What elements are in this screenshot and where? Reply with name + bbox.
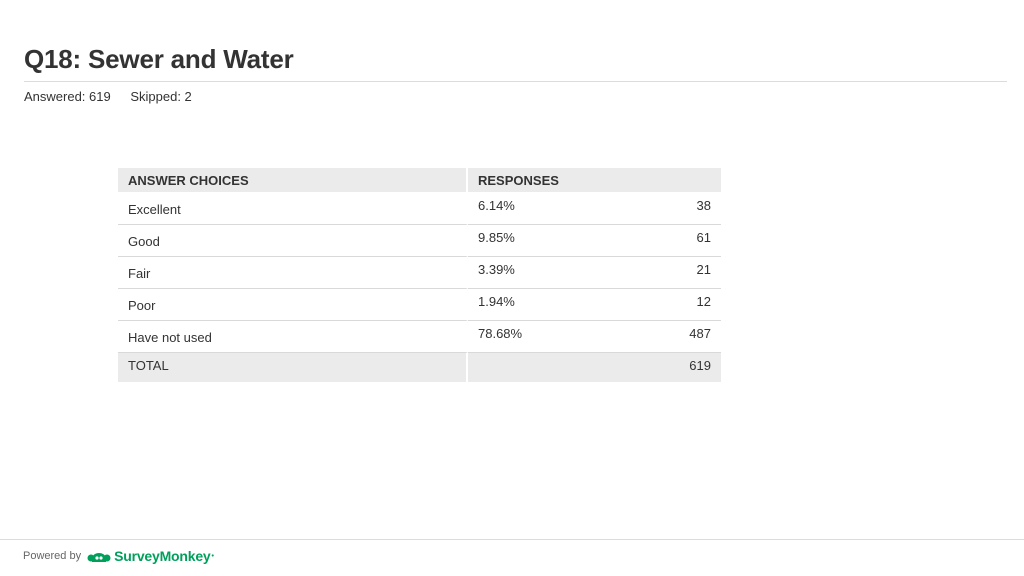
responses-header: RESPONSES — [468, 168, 721, 193]
skipped-count: Skipped: 2 — [130, 89, 192, 104]
answer-choice-cell: Poor — [118, 289, 468, 321]
surveymonkey-logo-icon — [87, 553, 111, 562]
response-percent-cell: 78.68% — [468, 321, 628, 353]
page-title: Q18: Sewer and Water — [24, 44, 294, 74]
response-percent-cell: 1.94% — [468, 289, 628, 321]
table-row: Have not used 78.68% 487 — [118, 321, 721, 353]
response-count-cell: 21 — [627, 257, 721, 289]
results-table: ANSWER CHOICES RESPONSES Excellent 6.14%… — [118, 168, 721, 382]
footer-divider — [0, 539, 1024, 540]
response-count-cell: 12 — [627, 289, 721, 321]
response-stats: Answered: 619 Skipped: 2 — [24, 89, 192, 104]
footer: Powered by SurveyMonkey • — [23, 548, 214, 564]
response-percent-cell: 9.85% — [468, 225, 628, 257]
powered-by-label: Powered by — [23, 550, 82, 562]
brand-name: SurveyMonkey — [114, 548, 211, 564]
table-header-row: ANSWER CHOICES RESPONSES — [118, 168, 721, 193]
table-row: Good 9.85% 61 — [118, 225, 721, 257]
title-divider — [24, 81, 1007, 82]
surveymonkey-logo[interactable]: SurveyMonkey • — [87, 548, 214, 564]
total-row: TOTAL 619 — [118, 353, 721, 382]
table-row: Excellent 6.14% 38 — [118, 193, 721, 225]
answer-choice-cell: Have not used — [118, 321, 468, 353]
response-percent-cell: 3.39% — [468, 257, 628, 289]
total-count: 619 — [627, 353, 721, 382]
total-percent-cell — [468, 353, 628, 382]
total-label: TOTAL — [118, 353, 468, 382]
answer-choice-cell: Good — [118, 225, 468, 257]
table-row: Poor 1.94% 12 — [118, 289, 721, 321]
table-row: Fair 3.39% 21 — [118, 257, 721, 289]
response-count-cell: 487 — [627, 321, 721, 353]
answered-count: Answered: 619 — [24, 89, 111, 104]
response-percent-cell: 6.14% — [468, 193, 628, 225]
response-count-cell: 38 — [627, 193, 721, 225]
answer-choice-cell: Fair — [118, 257, 468, 289]
answer-choice-cell: Excellent — [118, 193, 468, 225]
answer-choices-header: ANSWER CHOICES — [118, 168, 468, 193]
response-count-cell: 61 — [627, 225, 721, 257]
